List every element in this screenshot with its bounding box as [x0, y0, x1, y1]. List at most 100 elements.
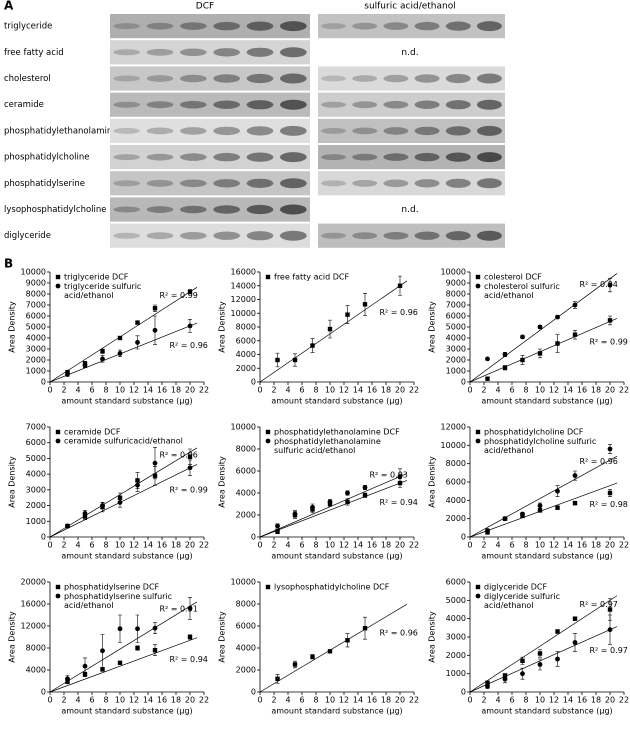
- row-label: lysophosphatidylcholine: [4, 205, 107, 215]
- x-tick-label: 6: [509, 696, 514, 705]
- x-tick-label: 6: [299, 386, 304, 395]
- blot-band: [180, 205, 207, 214]
- data-point: [65, 676, 70, 682]
- blot-band: [414, 74, 440, 83]
- blot-band: [180, 231, 207, 240]
- x-tick-label: 2: [271, 696, 276, 705]
- data-point: [65, 371, 70, 377]
- r2-label: R² = 0.96: [380, 629, 418, 638]
- blot-band: [321, 232, 347, 239]
- y-tick-label: 12000: [21, 622, 46, 631]
- x-axis-label: amount standard substance (μg): [61, 397, 192, 406]
- data-point: [607, 607, 613, 612]
- row-label: phosphatidylcholine: [4, 153, 90, 163]
- data-point: [135, 320, 140, 325]
- data-point: [362, 493, 368, 498]
- blot-band: [113, 23, 140, 30]
- x-tick-label: 16: [157, 541, 167, 550]
- y-tick-label: 5000: [26, 323, 46, 332]
- blot-strip: [110, 118, 310, 143]
- x-tick-label: 12: [549, 541, 559, 550]
- x-tick-label: 2: [271, 541, 276, 550]
- blot-strip: [318, 118, 505, 143]
- blot-band: [352, 22, 378, 30]
- legend-marker: [265, 274, 271, 280]
- blot-band: [146, 48, 174, 56]
- x-tick-label: 22: [619, 541, 629, 550]
- blot-band: [113, 75, 140, 82]
- trend-line: [259, 480, 408, 538]
- blot-band: [246, 204, 274, 215]
- y-tick-label: 2000: [26, 501, 46, 510]
- legend-marker: [475, 593, 481, 599]
- chart: 0100020003000400050006000700080009000100…: [8, 268, 210, 406]
- x-tick-label: 0: [47, 541, 52, 550]
- data-point: [555, 629, 560, 634]
- x-tick-label: 2: [481, 696, 486, 705]
- x-tick-label: 4: [495, 541, 500, 550]
- blot-strip: [318, 66, 505, 91]
- blot-strip: [318, 171, 505, 196]
- x-tick-label: 10: [115, 541, 125, 550]
- blot-band: [352, 232, 378, 240]
- blot-band: [476, 230, 502, 241]
- blot-band: [280, 178, 307, 189]
- x-tick-label: 0: [257, 541, 262, 550]
- x-tick-label: 18: [591, 541, 601, 550]
- data-point: [82, 363, 88, 368]
- blot-band: [445, 73, 471, 84]
- r2-label: R² = 0.96: [160, 450, 198, 459]
- y-tick-label: 6000: [446, 578, 466, 587]
- data-point: [327, 499, 333, 505]
- x-tick-label: 0: [257, 386, 262, 395]
- data-point: [572, 332, 578, 337]
- y-tick-label: 10000: [231, 423, 256, 432]
- x-tick-label: 10: [115, 696, 125, 705]
- data-point: [502, 676, 508, 682]
- x-tick-label: 18: [171, 541, 181, 550]
- legend-label: diglyceride sulfuric acid/ethanol: [484, 592, 560, 610]
- data-point: [537, 662, 543, 667]
- data-point: [362, 626, 368, 631]
- y-tick-label: 2000: [236, 364, 256, 373]
- x-axis-label: amount standard substance (μg): [481, 707, 612, 716]
- x-tick-label: 16: [367, 696, 377, 705]
- blot-band: [180, 22, 207, 30]
- x-tick-label: 0: [467, 696, 472, 705]
- blot-band: [321, 180, 347, 187]
- blot-band: [383, 22, 409, 30]
- data-point: [135, 482, 140, 488]
- y-tick-label: 7000: [26, 301, 46, 310]
- data-point: [555, 314, 560, 320]
- trend-line: [49, 637, 198, 693]
- blot-strip: [110, 171, 310, 196]
- blot-band: [445, 231, 471, 241]
- x-tick-label: 4: [495, 696, 500, 705]
- x-tick-label: 16: [367, 541, 377, 550]
- x-axis-label: amount standard substance (μg): [271, 397, 402, 406]
- x-tick-label: 14: [353, 386, 363, 395]
- data-point: [135, 645, 140, 651]
- data-point: [100, 503, 105, 508]
- r2-label: R² = 0.91: [160, 605, 198, 614]
- y-tick-label: 2000: [446, 356, 466, 365]
- panel-label: B: [4, 257, 13, 271]
- y-tick-label: 16000: [231, 268, 256, 277]
- blot-band: [414, 126, 440, 136]
- x-tick-label: 2: [481, 541, 486, 550]
- legend-marker: [475, 274, 481, 280]
- x-tick-label: 6: [299, 541, 304, 550]
- data-point: [135, 626, 140, 632]
- y-tick-label: 4000: [446, 496, 466, 505]
- nd-note: n.d.: [401, 48, 418, 58]
- blot-band: [321, 127, 347, 134]
- legend-marker: [55, 283, 61, 289]
- y-tick-label: 8000: [236, 600, 256, 609]
- blot-band: [414, 21, 440, 31]
- data-point: [152, 648, 158, 653]
- y-tick-label: 6000: [26, 312, 46, 321]
- r2-label: R² = 0.96: [580, 457, 618, 466]
- row-label: phosphatidylethanolamine: [4, 126, 117, 136]
